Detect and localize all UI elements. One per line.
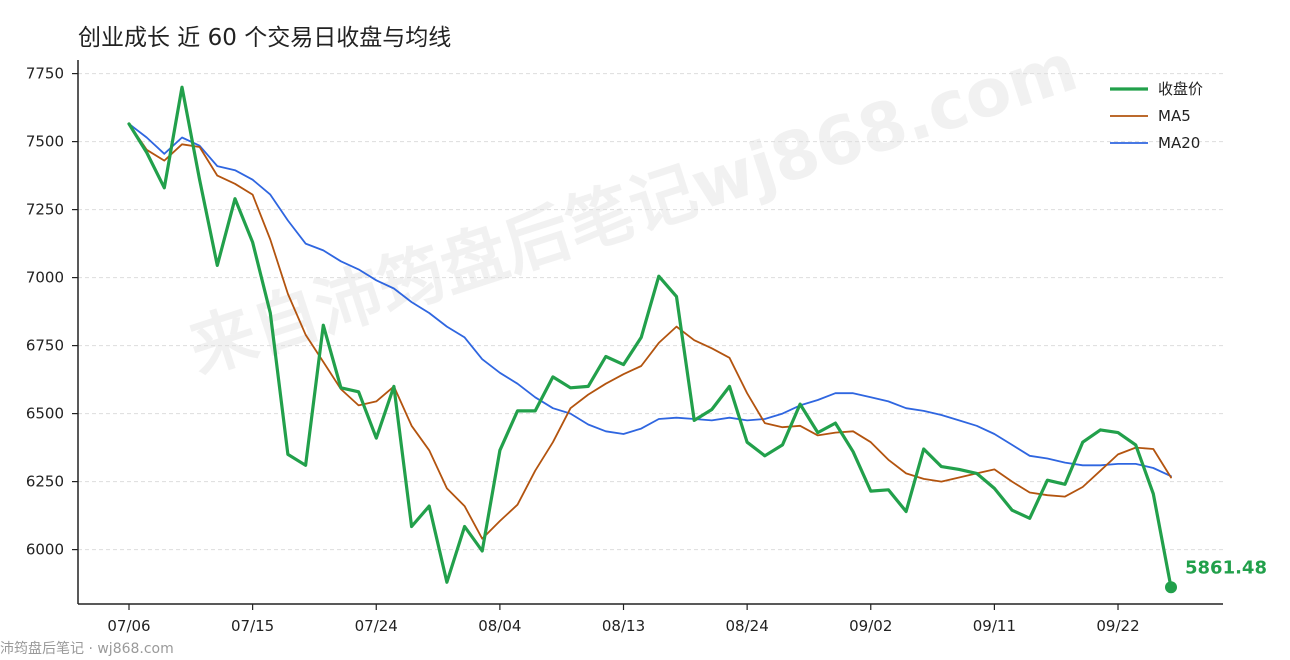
legend-label: MA5 — [1158, 107, 1191, 125]
x-tick-label: 09/02 — [849, 617, 892, 635]
x-tick-label: 07/06 — [107, 617, 150, 635]
axes: 6000 6250 6500 6750 7000 7250 7500 7750 07/06 07/… — [26, 60, 1223, 635]
legend-label: MA20 — [1158, 134, 1200, 152]
series-line-ma20 — [128, 123, 1172, 478]
x-tick-label: 09/22 — [1096, 617, 1139, 635]
footer-watermark: 沛筠盘后笔记 · wj868.com — [0, 641, 174, 657]
y-tick-label: 7500 — [26, 133, 64, 151]
y-tick-label: 7250 — [26, 201, 64, 219]
y-tick-label: 6000 — [26, 541, 64, 559]
chart-title: 创业成长 近 60 个交易日收盘与均线 — [78, 25, 452, 51]
series-lines: 5861.48 — [127, 85, 1267, 594]
y-tick-label: 7000 — [26, 269, 64, 287]
x-tick-label: 08/04 — [478, 617, 521, 635]
last-value-label: 5861.48 — [1185, 557, 1267, 578]
series-line-ma5 — [128, 123, 1172, 540]
x-tick-label: 08/13 — [602, 617, 645, 635]
y-tick-label: 6250 — [26, 473, 64, 491]
y-tick-label: 7750 — [26, 65, 64, 83]
grid-lines — [78, 73, 1223, 551]
x-tick-label: 07/24 — [355, 617, 398, 635]
x-tick-label: 08/24 — [726, 617, 769, 635]
x-tick-label: 09/11 — [973, 617, 1016, 635]
y-tick-label: 6500 — [26, 405, 64, 423]
series-line-close — [127, 85, 1173, 589]
legend: 收盘价 MA5 MA20 — [1110, 80, 1203, 152]
x-tick-label: 07/15 — [231, 617, 274, 635]
last-point-marker — [1165, 581, 1177, 594]
legend-label: 收盘价 — [1158, 80, 1203, 98]
y-tick-label: 6750 — [26, 337, 64, 355]
watermark: 来自沛筠盘后笔记wj868.com — [180, 29, 1086, 389]
